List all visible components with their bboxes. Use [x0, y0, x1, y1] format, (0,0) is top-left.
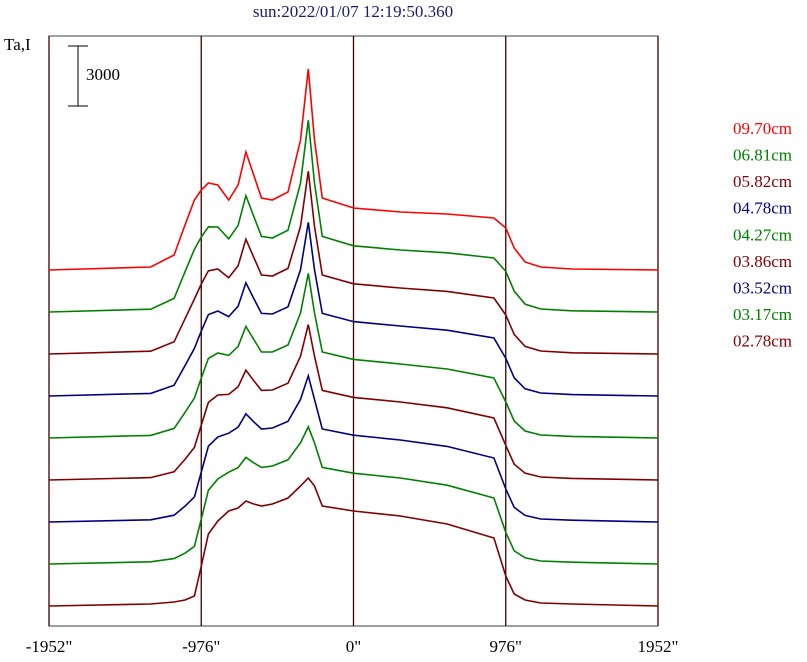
- legend-label: 05.82cm: [733, 172, 792, 191]
- series-line: [48, 324, 659, 481]
- series-line: [48, 273, 659, 439]
- legend-label: 03.17cm: [733, 305, 792, 324]
- x-tick-label: 1952": [638, 637, 679, 656]
- legend-label: 03.86cm: [733, 252, 792, 271]
- series-line: [48, 120, 659, 313]
- legend-label: 04.27cm: [733, 225, 792, 244]
- legend-label: 04.78cm: [733, 199, 792, 218]
- x-tick-label: -976": [182, 637, 220, 656]
- x-tick-label: 976": [490, 637, 522, 656]
- series-line: [48, 68, 659, 271]
- legend-label: 03.52cm: [733, 279, 792, 298]
- series-line: [48, 372, 659, 523]
- legend-label: 02.78cm: [733, 332, 792, 351]
- x-tick-label: -1952": [26, 637, 73, 656]
- y-axis-label: Ta,I: [4, 35, 31, 54]
- series-line: [48, 171, 659, 355]
- series-line: [48, 222, 659, 397]
- chart-title: sun:2022/01/07 12:19:50.360: [253, 2, 453, 21]
- series-line: [48, 424, 659, 565]
- scale-bar-label: 3000: [86, 65, 120, 84]
- x-tick-label: 0": [346, 637, 361, 656]
- series-line: [48, 476, 659, 607]
- legend-label: 09.70cm: [733, 119, 792, 138]
- legend-label: 06.81cm: [733, 146, 792, 165]
